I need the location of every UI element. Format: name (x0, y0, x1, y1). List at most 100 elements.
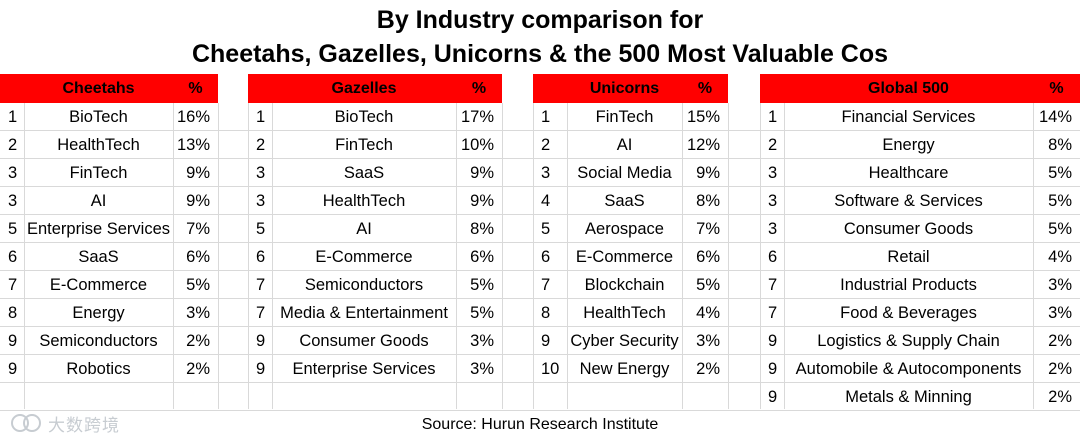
rank-cell: 9 (768, 360, 778, 378)
grid-line-vertical (502, 103, 503, 409)
industry-cell: AI (90, 192, 107, 210)
table-header-title: Gazelles (331, 80, 397, 97)
percent-cell: 7% (696, 220, 720, 238)
grid-line-vertical (218, 103, 219, 409)
industry-cell: Consumer Goods (299, 332, 429, 350)
industry-cell: E-Commerce (315, 248, 413, 266)
percent-cell: 12% (686, 136, 720, 154)
rank-cell: 7 (541, 276, 551, 294)
table-header-title: Global 500 (868, 80, 949, 97)
industry-cell: Logistics & Supply Chain (817, 332, 1000, 350)
rank-cell: 7 (768, 276, 778, 294)
industry-cell: New Energy (579, 360, 670, 378)
percent-cell: 15% (686, 108, 720, 126)
industry-cell: Software & Services (834, 192, 983, 210)
industry-cell: AI (356, 220, 372, 238)
watermark: 大数跨境 (10, 408, 150, 438)
rank-cell: 5 (8, 220, 18, 238)
percent-cell: 13% (176, 136, 210, 154)
industry-cell: Industrial Products (840, 276, 977, 294)
percent-cell: 5% (1048, 192, 1072, 210)
table-header: Global 500% (760, 74, 1080, 103)
industry-cell: Metals & Minning (845, 388, 972, 406)
rank-cell: 8 (8, 304, 18, 322)
watermark-logo-icon (11, 414, 41, 432)
percent-cell: 9% (470, 192, 494, 210)
rank-cell: 6 (768, 248, 778, 266)
percent-cell: 3% (1048, 276, 1072, 294)
industry-cell: FinTech (595, 108, 654, 126)
grid-line-vertical (728, 103, 729, 409)
percent-cell: 5% (186, 276, 210, 294)
rank-cell: 7 (768, 304, 778, 322)
percent-cell: 2% (1048, 360, 1072, 378)
percent-cell: 17% (460, 108, 494, 126)
percent-cell: 5% (470, 304, 494, 322)
percent-cell: 3% (1048, 304, 1072, 322)
rank-cell: 9 (768, 388, 778, 406)
percent-cell: 3% (470, 332, 494, 350)
industry-cell: Semiconductors (39, 332, 158, 350)
rank-cell: 3 (541, 164, 551, 182)
percent-cell: 3% (696, 332, 720, 350)
industry-cell: Enterprise Services (292, 360, 436, 378)
rank-cell: 9 (256, 332, 266, 350)
percent-cell: 2% (696, 360, 720, 378)
industry-cell: Retail (887, 248, 930, 266)
table-header: Unicorns% (533, 74, 728, 103)
industry-cell: Aerospace (585, 220, 664, 238)
percent-cell: 10% (460, 136, 494, 154)
source-note: Source: Hurun Research Institute (421, 416, 659, 433)
rank-cell: 8 (541, 304, 551, 322)
industry-cell: HealthTech (583, 304, 666, 322)
rank-cell: 1 (8, 108, 18, 126)
table-header-percent: % (471, 80, 487, 97)
rank-cell: 3 (256, 164, 266, 182)
rank-cell: 3 (768, 164, 778, 182)
title-line-1: By Industry comparison for (376, 6, 704, 34)
percent-cell: 5% (1048, 164, 1072, 182)
industry-cell: Social Media (577, 164, 672, 182)
rank-cell: 4 (541, 192, 551, 210)
industry-cell: Food & Beverages (840, 304, 977, 322)
percent-cell: 8% (1048, 136, 1072, 154)
table-header-percent: % (697, 80, 713, 97)
industry-cell: Semiconductors (304, 276, 424, 294)
industry-cell: Consumer Goods (843, 220, 974, 238)
title-line-2: Cheetahs, Gazelles, Unicorns & the 500 M… (191, 40, 889, 68)
table-header: Cheetahs% (0, 74, 218, 103)
percent-cell: 9% (186, 164, 210, 182)
industry-cell: SaaS (343, 164, 385, 182)
table-header-percent: % (188, 80, 203, 97)
percent-cell: 14% (1038, 108, 1072, 126)
percent-cell: 6% (186, 248, 210, 266)
percent-cell: 8% (470, 220, 494, 238)
percent-cell: 5% (1048, 220, 1072, 238)
industry-cell: AI (616, 136, 633, 154)
percent-cell: 2% (1048, 388, 1072, 406)
rank-cell: 9 (541, 332, 551, 350)
percent-cell: 9% (186, 192, 210, 210)
percent-cell: 6% (696, 248, 720, 266)
rank-cell: 2 (541, 136, 551, 154)
rank-cell: 2 (768, 136, 778, 154)
percent-cell: 4% (696, 304, 720, 322)
percent-cell: 9% (696, 164, 720, 182)
industry-cell: HealthTech (322, 192, 406, 210)
table-header-percent: % (1049, 80, 1064, 97)
percent-cell: 3% (470, 360, 494, 378)
industry-cell: Media & Entertainment (280, 304, 448, 322)
table-header: Gazelles% (248, 74, 502, 103)
rank-cell: 7 (8, 276, 18, 294)
industry-cell: SaaS (78, 248, 119, 266)
industry-cell: E-Commerce (575, 248, 674, 266)
rank-cell: 6 (256, 248, 266, 266)
industry-cell: Energy (882, 136, 935, 154)
industry-cell: Blockchain (584, 276, 665, 294)
rank-cell: 6 (8, 248, 18, 266)
rank-cell: 7 (256, 304, 266, 322)
percent-cell: 5% (470, 276, 494, 294)
rank-cell: 1 (256, 108, 266, 126)
industry-cell: BioTech (69, 108, 128, 126)
industry-cell: HealthTech (57, 136, 140, 154)
